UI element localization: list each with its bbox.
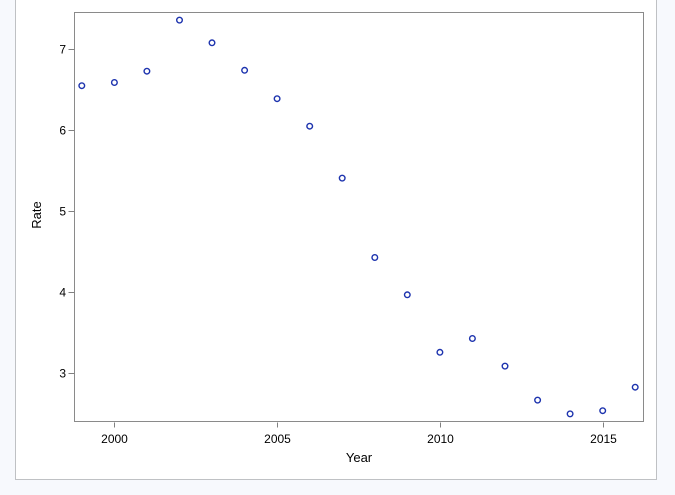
y-axis-title: Rate: [29, 201, 44, 228]
scatter-markers: [78, 16, 639, 418]
x-tick-label: 2015: [590, 432, 617, 446]
data-point: [403, 291, 411, 299]
x-tick-label: 2000: [101, 432, 128, 446]
y-tick-label: 5: [59, 205, 66, 219]
plot-area: [74, 12, 644, 422]
x-axis-title: Year: [346, 450, 373, 465]
data-point: [208, 39, 216, 47]
data-point: [273, 95, 281, 103]
y-tick-label: 3: [59, 367, 66, 381]
x-tick-label: 2005: [264, 432, 291, 446]
data-point: [566, 410, 574, 418]
y-tick-label: 4: [59, 286, 66, 300]
data-point: [241, 66, 249, 74]
data-point: [143, 67, 151, 75]
data-point: [78, 82, 86, 90]
data-point: [631, 383, 639, 391]
data-point: [599, 407, 607, 415]
y-tick-label: 6: [59, 124, 66, 138]
data-point: [501, 362, 509, 370]
y-tick-label: 7: [59, 43, 66, 57]
data-point: [110, 78, 118, 86]
y-axis-ticks: 3 4 5 6 7: [59, 43, 75, 381]
data-point: [338, 174, 346, 182]
data-point: [436, 348, 444, 356]
data-point: [306, 122, 314, 130]
data-point: [175, 16, 183, 24]
data-point: [534, 396, 542, 404]
x-axis-ticks: 2000 2005 2010 2015: [101, 422, 617, 446]
x-tick-label: 2010: [427, 432, 454, 446]
data-point: [468, 335, 476, 343]
data-point: [371, 253, 379, 261]
